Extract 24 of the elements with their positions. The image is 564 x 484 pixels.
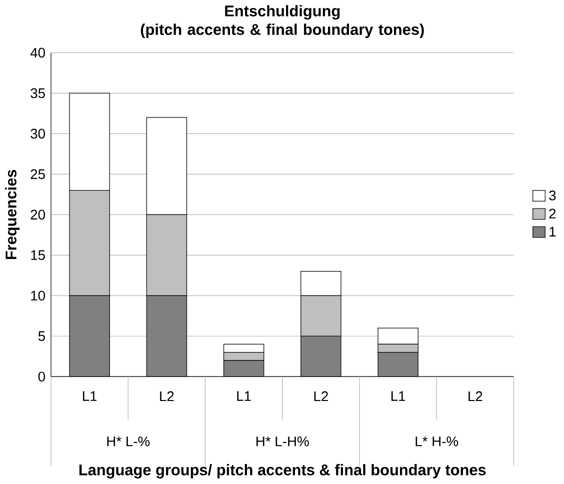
x-tick-label: L2 [160,391,174,402]
text: H* L-H% [256,436,309,446]
y-tick-label: 15 [31,250,45,260]
x-axis-title: Language groups/ pitch accents & final boundary tones [79,464,486,479]
x-tick-label: L1 [391,392,406,402]
legend-label: 3 [549,190,556,201]
text: L* H-% [416,436,458,446]
legend-label: 1 [550,227,556,237]
y-axis-title: Frequencies [5,170,20,260]
x-tick-label: L1 [82,392,97,402]
x-tick-label: L2 [314,391,328,402]
y-tick-label: 0 [38,372,46,382]
y-tick-label: 10 [31,290,46,301]
x-tick-label: L1 [237,392,251,402]
y-tick-label: 25 [30,169,45,180]
y-tick-label: 20 [30,210,46,220]
y-tick-label: 30 [30,128,46,139]
chart-title: Entschuldigung (pitch accents & final boundary tones) [140,5,424,38]
y-tick-label: 40 [30,48,46,58]
text: H* L-% [107,436,150,446]
legend-label: 2 [549,208,556,219]
x-tick-label: L2 [468,391,482,402]
y-tick-label: 5 [38,331,45,342]
y-tick-label: 35 [30,88,45,98]
